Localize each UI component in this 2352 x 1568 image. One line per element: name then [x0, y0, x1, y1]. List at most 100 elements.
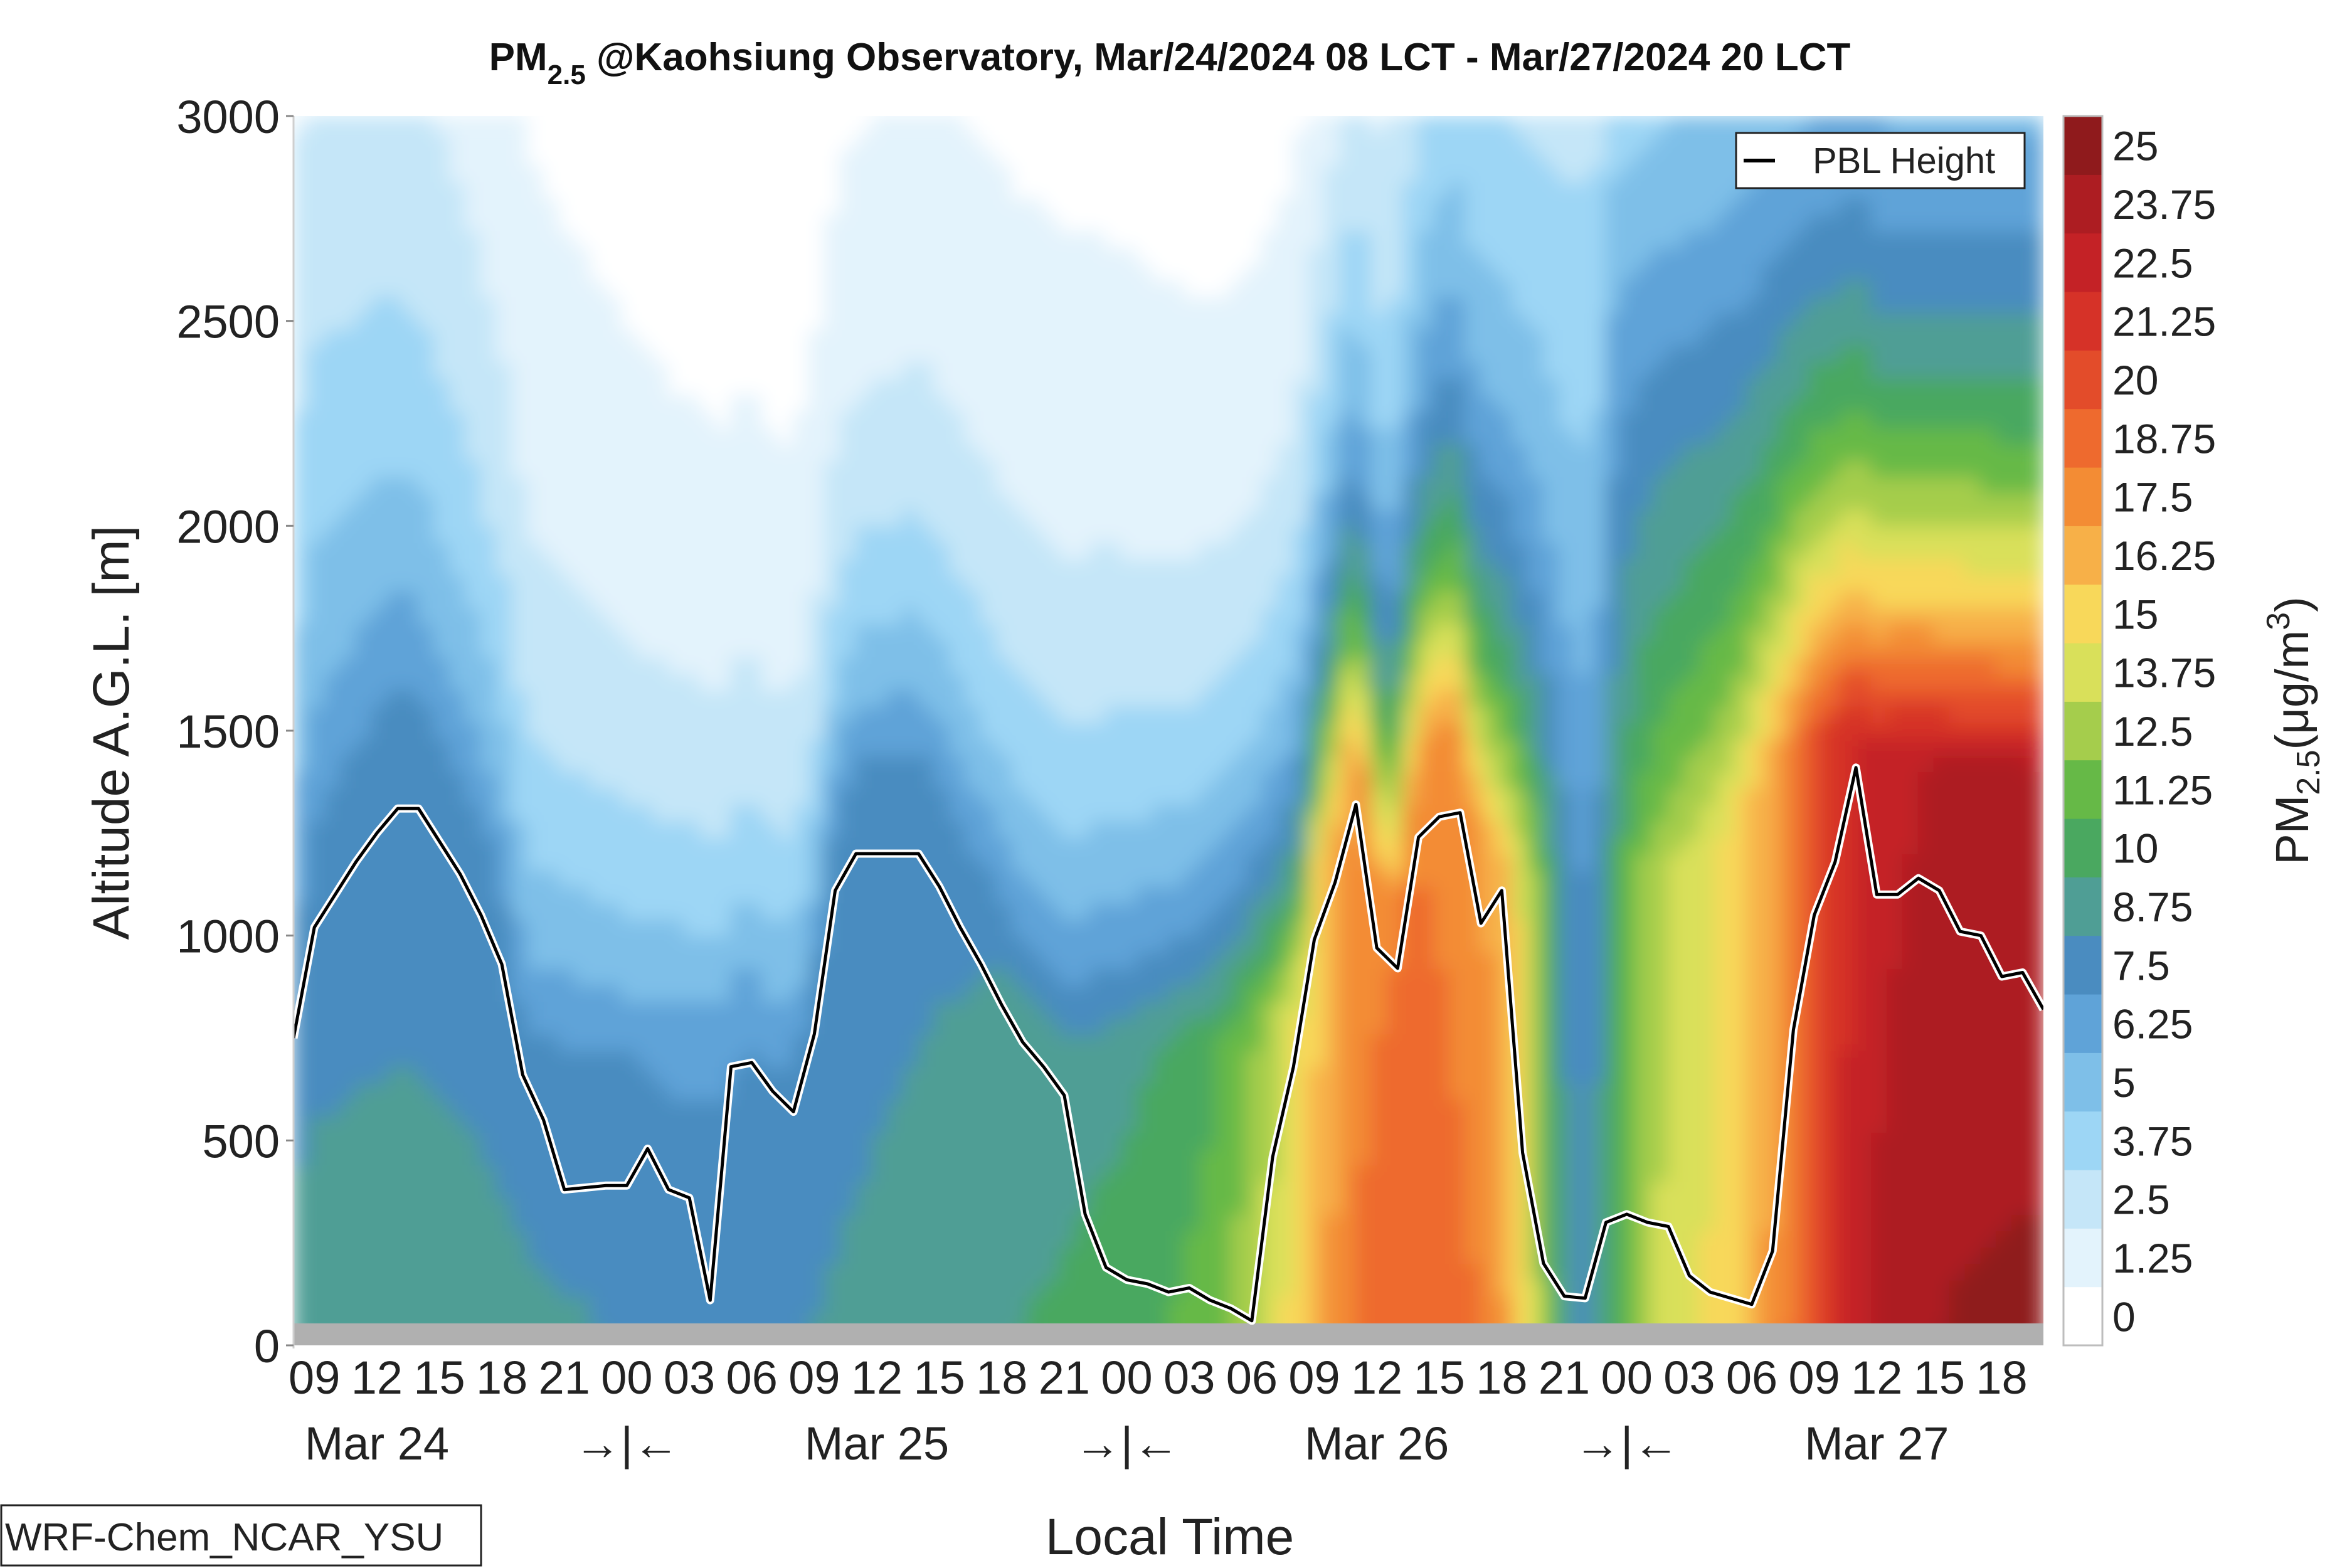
- concentration-cell: [371, 295, 388, 314]
- concentration-cell: [918, 1263, 935, 1281]
- concentration-cell: [933, 344, 951, 363]
- concentration-cell: [527, 755, 544, 773]
- concentration-cell: [294, 1246, 310, 1264]
- concentration-cell: [839, 935, 857, 953]
- concentration-cell: [1246, 1033, 1263, 1051]
- concentration-cell: [1230, 935, 1248, 953]
- concentration-cell: [621, 1279, 638, 1297]
- concentration-cell: [746, 656, 763, 674]
- concentration-cell: [418, 1197, 435, 1215]
- concentration-cell: [1246, 246, 1263, 265]
- concentration-cell: [324, 213, 341, 231]
- concentration-cell: [465, 213, 482, 231]
- concentration-cell: [980, 1246, 997, 1264]
- concentration-cell: [1152, 820, 1169, 838]
- concentration-cell: [1089, 705, 1107, 723]
- concentration-cell: [574, 1082, 591, 1100]
- concentration-cell: [1230, 886, 1248, 904]
- concentration-cell: [730, 803, 748, 822]
- concentration-cell: [730, 1230, 748, 1248]
- concentration-cell: [1261, 590, 1279, 608]
- concentration-cell: [793, 164, 810, 183]
- concentration-cell: [1324, 935, 1341, 953]
- concentration-cell: [1230, 295, 1248, 314]
- concentration-cell: [996, 230, 1013, 248]
- concentration-cell: [683, 525, 701, 543]
- concentration-cell: [543, 443, 560, 461]
- concentration-cell: [1199, 918, 1216, 936]
- concentration-cell: [1027, 1099, 1044, 1117]
- concentration-cell: [1105, 1033, 1123, 1051]
- concentration-cell: [1011, 918, 1029, 936]
- concentration-cell: [886, 443, 904, 461]
- concentration-cell: [839, 1279, 857, 1297]
- concentration-cell: [746, 771, 763, 789]
- concentration-cell: [714, 475, 732, 494]
- concentration-cell: [949, 787, 967, 805]
- concentration-cell: [761, 1213, 779, 1231]
- concentration-cell: [667, 492, 685, 511]
- concentration-cell: [949, 509, 967, 527]
- concentration-cell: [1293, 1131, 1310, 1150]
- concentration-cell: [1011, 1230, 1029, 1248]
- concentration-cell: [1121, 295, 1138, 314]
- concentration-cell: [1105, 475, 1123, 494]
- concentration-cell: [886, 459, 904, 477]
- concentration-cell: [1199, 705, 1216, 723]
- concentration-cell: [1199, 213, 1216, 231]
- concentration-cell: [808, 902, 825, 920]
- concentration-cell: [1261, 295, 1279, 314]
- concentration-cell: [933, 525, 951, 543]
- concentration-cell: [371, 755, 388, 773]
- concentration-cell: [839, 246, 857, 265]
- concentration-cell: [324, 116, 341, 134]
- concentration-cell: [652, 1082, 669, 1100]
- concentration-cell: [1324, 1099, 1341, 1117]
- concentration-cell: [386, 344, 404, 363]
- concentration-cell: [730, 328, 748, 346]
- concentration-cell: [871, 492, 888, 511]
- concentration-cell: [637, 148, 654, 166]
- concentration-cell: [637, 820, 654, 838]
- concentration-cell: [761, 230, 779, 248]
- concentration-cell: [714, 116, 732, 134]
- concentration-cell: [902, 1180, 919, 1199]
- concentration-cell: [1121, 263, 1138, 281]
- concentration-cell: [949, 1279, 967, 1297]
- concentration-cell: [558, 525, 576, 543]
- concentration-cell: [371, 459, 388, 477]
- concentration-cell: [933, 623, 951, 642]
- concentration-cell: [871, 721, 888, 739]
- concentration-cell: [777, 951, 795, 969]
- concentration-cell: [1293, 787, 1310, 805]
- concentration-cell: [965, 984, 982, 1002]
- concentration-cell: [714, 344, 732, 363]
- concentration-cell: [730, 426, 748, 445]
- concentration-cell: [355, 426, 373, 445]
- concentration-cell: [1027, 558, 1044, 576]
- concentration-cell: [824, 1295, 841, 1313]
- concentration-cell: [308, 787, 326, 805]
- concentration-cell: [1183, 394, 1200, 412]
- concentration-cell: [543, 705, 560, 723]
- concentration-cell: [1214, 902, 1232, 920]
- concentration-cell: [465, 623, 482, 642]
- concentration-cell: [667, 1197, 685, 1215]
- concentration-cell: [324, 1115, 341, 1133]
- concentration-cell: [527, 607, 544, 625]
- concentration-cell: [418, 771, 435, 789]
- concentration-cell: [480, 721, 497, 739]
- concentration-cell: [527, 1295, 544, 1313]
- concentration-cell: [1293, 394, 1310, 412]
- concentration-cell: [605, 918, 623, 936]
- concentration-cell: [1027, 263, 1044, 281]
- concentration-cell: [339, 771, 357, 789]
- concentration-cell: [1042, 295, 1060, 314]
- concentration-cell: [1199, 443, 1216, 461]
- concentration-cell: [1105, 886, 1123, 904]
- concentration-cell: [1136, 1000, 1154, 1019]
- concentration-cell: [433, 1311, 451, 1325]
- concentration-cell: [793, 1230, 810, 1248]
- concentration-cell: [543, 672, 560, 691]
- concentration-cell: [1293, 820, 1310, 838]
